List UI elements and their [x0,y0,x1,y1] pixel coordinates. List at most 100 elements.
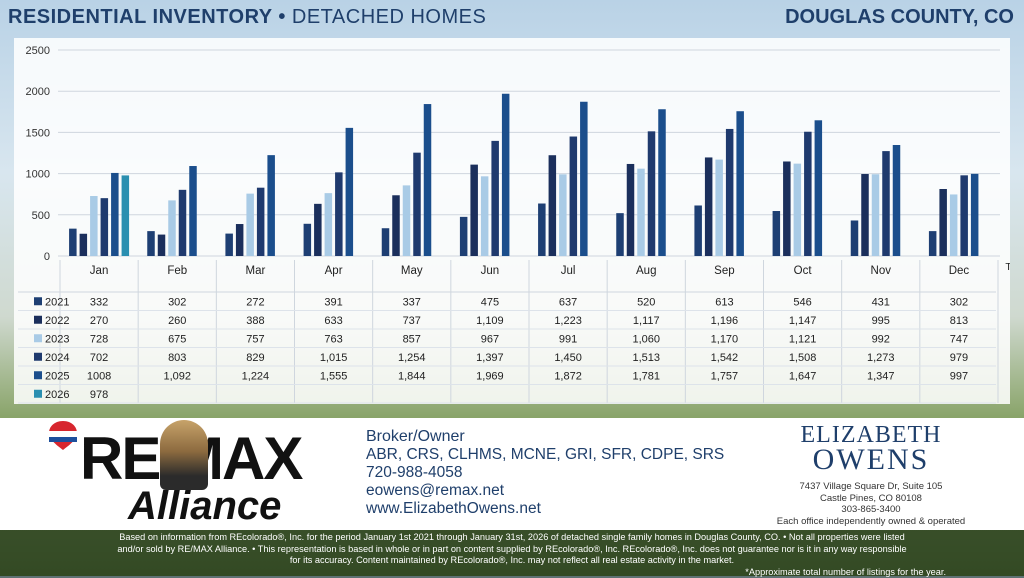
y-tick-label: 0 [44,251,50,263]
table-cell: 829 [246,352,264,364]
table-cell: 992 [872,333,890,345]
table-cell: 1,092 [163,370,191,382]
table-cell: 475 [481,296,499,308]
bar [460,217,468,256]
contact-website[interactable]: www.ElizabethOwens.net [366,500,724,518]
bar [392,195,400,256]
table-cell: 857 [403,333,421,345]
y-tick-label: 2500 [26,45,50,57]
legend-label: 2026 [45,389,69,401]
table-cell: 546 [793,296,811,308]
footer-line-1: Based on information from REcolorado®, I… [0,532,1024,544]
bar [424,104,432,256]
table-cell: 1,273 [867,352,895,364]
table-cell: 803 [168,352,186,364]
legend-label: 2025 [45,370,69,382]
agent-photo [160,420,208,490]
table-cell: 270 [90,315,108,327]
x-category-label: Apr [325,265,343,277]
footer-note: *Approximate total number of listings fo… [0,567,1024,578]
table-cell: 1,109 [476,315,504,327]
table-cell: 302 [168,296,186,308]
bar [502,94,510,256]
bar [80,234,88,256]
bar [570,137,578,256]
brand-banner: RE/MAX Alliance Broker/Owner ABR, CRS, C… [0,418,1024,530]
table-cell: 1,147 [789,315,817,327]
legend-swatch [34,390,42,398]
table-cell: 1,969 [476,370,504,382]
address-phone: 303-865-3400 [764,504,978,516]
bar [267,155,275,256]
balloon-logo-icon [48,420,78,454]
bar [147,231,155,256]
bar [616,213,624,256]
x-category-label: Jan [90,265,109,277]
table-cell: 1,397 [476,352,504,364]
table-cell: 702 [90,352,108,364]
alliance-logo: Alliance [128,484,281,529]
x-category-label: Jul [561,265,576,277]
contact-designations: ABR, CRS, CLHMS, MCNE, GRI, SFR, CDPE, S… [366,446,724,464]
x-category-label: Nov [871,265,892,277]
table-cell: 1,196 [711,315,739,327]
table-cell: 1,223 [554,315,582,327]
bar [705,157,713,256]
bar [736,111,744,256]
bar [225,234,233,256]
bar [627,164,635,256]
table-cell: 1,060 [632,333,660,345]
table-cell: 813 [950,315,968,327]
legend-label: 2022 [45,315,69,327]
contact-phone[interactable]: 720-988-4058 [366,464,724,482]
table-cell: 1,757 [711,370,739,382]
bar [90,196,98,256]
bar [325,193,333,256]
table-cell: 1,781 [632,370,660,382]
table-cell: 1,450 [554,352,582,364]
footer-line-3: for its accuracy. Content maintained by … [0,555,1024,567]
table-cell: 1,170 [711,333,739,345]
region-title: DOUGLAS COUNTY, CO [785,6,1014,29]
table-cell: 997 [950,370,968,382]
bar [950,194,958,256]
legend-swatch [34,316,42,324]
bar [314,204,322,256]
table-cell: 747 [950,333,968,345]
table-cell: 302 [950,296,968,308]
table-cell: 675 [168,333,186,345]
bar [815,120,823,256]
bar [783,161,791,256]
bar [111,173,119,256]
table-cell: 763 [324,333,342,345]
table-cell: 1,347 [867,370,895,382]
bar [101,198,109,256]
table-cell: 391 [324,296,342,308]
table-cell: 1,844 [398,370,426,382]
y-tick-label: 2000 [26,86,50,98]
bar [648,131,656,256]
total-header-line1: Total for [1005,261,1010,273]
bar [694,205,702,256]
x-category-label: Jun [481,265,500,277]
bar [726,129,734,256]
bar [861,174,869,256]
y-tick-label: 500 [32,210,50,222]
address-street: 7437 Village Square Dr, Suite 105 [764,481,978,493]
table-cell: 1,872 [554,370,582,382]
bar [304,224,312,256]
table-cell: 332 [90,296,108,308]
table-cell: 637 [559,296,577,308]
table-cell: 1008 [87,370,111,382]
y-tick-label: 1500 [26,127,50,139]
table-cell: 1,121 [789,333,817,345]
table-cell: 1,542 [711,352,739,364]
table-cell: 388 [246,315,264,327]
bar [929,231,937,256]
bar [559,174,567,256]
address-city: Castle Pines, CO 80108 [764,493,978,505]
table-cell: 613 [715,296,733,308]
x-category-label: Dec [949,265,970,277]
contact-email[interactable]: eowens@remax.net [366,482,724,500]
